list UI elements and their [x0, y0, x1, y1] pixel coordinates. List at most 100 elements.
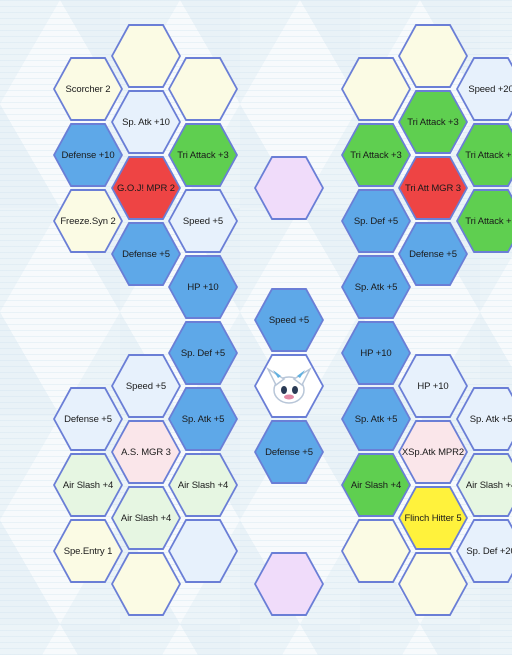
node-hp-10[interactable]: HP +10 — [168, 255, 238, 319]
node-label: Sp. Atk +5 — [469, 413, 512, 425]
node-speed-5[interactable]: Speed +5 — [111, 354, 181, 418]
node-label: Scorcher 2 — [65, 83, 111, 95]
node-defense-5[interactable]: Defense +5 — [53, 387, 123, 451]
node-air-slash-4[interactable]: Air Slash +4 — [341, 453, 411, 517]
empty-node[interactable] — [111, 552, 181, 616]
node-label: HP +10 — [360, 347, 392, 359]
node-face: Tri Attack +3 — [458, 125, 512, 185]
empty-node[interactable] — [341, 57, 411, 121]
node-face: Defense +5 — [113, 224, 179, 284]
node-label: Sp. Atk +5 — [354, 281, 398, 293]
empty-node[interactable] — [111, 24, 181, 88]
node-tri-attack-3[interactable]: Tri Attack +3 — [398, 90, 468, 154]
node-tri-attack-3[interactable]: Tri Attack +3 — [456, 123, 512, 187]
node-label: Speed +5 — [268, 314, 310, 326]
node-sp-atk-5[interactable]: Sp. Atk +5 — [341, 255, 411, 319]
node-scorcher-2[interactable]: Scorcher 2 — [53, 57, 123, 121]
empty-node[interactable] — [168, 519, 238, 583]
node-face — [400, 554, 466, 614]
node-tri-attack-3[interactable]: Tri Attack +3 — [456, 189, 512, 253]
empty-node[interactable] — [341, 519, 411, 583]
node-air-slash-4[interactable]: Air Slash +4 — [111, 486, 181, 550]
node-label: Sp. Def +20 — [466, 545, 512, 557]
node-label: G.O.J! MPR 2 — [117, 182, 175, 194]
node-sp-def-5[interactable]: Sp. Def +5 — [168, 321, 238, 385]
node-face: Tri Att MGR 3 — [400, 158, 466, 218]
node-label: Sp. Atk +5 — [354, 413, 398, 425]
node-defense-5[interactable]: Defense +5 — [111, 222, 181, 286]
node-label: Flinch Hitter 5 — [404, 512, 462, 524]
node-face — [170, 521, 236, 581]
node-face: A.S. MGR 3 — [113, 422, 179, 482]
node-face: Tri Attack +3 — [170, 125, 236, 185]
node-sp-atk-5[interactable]: Sp. Atk +5 — [456, 387, 512, 451]
node-face: G.O.J! MPR 2 — [113, 158, 179, 218]
node-defense-5[interactable]: Defense +5 — [398, 222, 468, 286]
node-label: Defense +5 — [409, 248, 457, 260]
node-face: Speed +5 — [113, 356, 179, 416]
node-speed-5[interactable]: Speed +5 — [168, 189, 238, 253]
node-spe-entry-1[interactable]: Spe.Entry 1 — [53, 519, 123, 583]
node-face: Sp. Atk +5 — [343, 257, 409, 317]
node-face — [400, 26, 466, 86]
node-face: Air Slash +4 — [113, 488, 179, 548]
node-air-slash-4[interactable]: Air Slash +4 — [53, 453, 123, 517]
node-face — [343, 59, 409, 119]
node-face: Air Slash +4 — [458, 455, 512, 515]
node-label: Sp. Atk +10 — [122, 116, 170, 128]
empty-node[interactable] — [254, 552, 324, 616]
node-face: Scorcher 2 — [55, 59, 121, 119]
node-face — [256, 158, 322, 218]
node-label: Air Slash +4 — [62, 479, 114, 491]
node-face: Flinch Hitter 5 — [400, 488, 466, 548]
node-air-slash-4[interactable]: Air Slash +4 — [456, 453, 512, 517]
node-speed-5[interactable]: Speed +5 — [254, 288, 324, 352]
node-face — [113, 26, 179, 86]
empty-node[interactable] — [398, 24, 468, 88]
node-face — [256, 356, 322, 416]
node-sp-atk-10[interactable]: Sp. Atk +10 — [111, 90, 181, 154]
node-flinch-hitter-5[interactable]: Flinch Hitter 5 — [398, 486, 468, 550]
pokemon-avatar-icon — [264, 363, 314, 409]
node-sp-atk-5[interactable]: Sp. Atk +5 — [168, 387, 238, 451]
node-label: Defense +5 — [122, 248, 170, 260]
node-label: Tri Attack +3 — [465, 215, 512, 227]
node-label: Freeze.Syn 2 — [60, 215, 116, 227]
node-face: Freeze.Syn 2 — [55, 191, 121, 251]
node-face: Tri Attack +3 — [458, 191, 512, 251]
node-freeze-syn-2[interactable]: Freeze.Syn 2 — [53, 189, 123, 253]
node-xsp-atk-mpr2[interactable]: XSp.Atk MPR2 — [398, 420, 468, 484]
node-face: Air Slash +4 — [55, 455, 121, 515]
node-tri-att-mgr-3[interactable]: Tri Att MGR 3 — [398, 156, 468, 220]
node-hp-10[interactable]: HP +10 — [341, 321, 411, 385]
empty-node[interactable] — [168, 57, 238, 121]
node-tri-attack-3[interactable]: Tri Attack +3 — [168, 123, 238, 187]
node-air-slash-4[interactable]: Air Slash +4 — [168, 453, 238, 517]
node-label: A.S. MGR 3 — [121, 446, 171, 458]
node-sp-def-20[interactable]: Sp. Def +20 — [456, 519, 512, 583]
node-label: HP +10 — [417, 380, 449, 392]
node-label: Defense +10 — [61, 149, 115, 161]
node-face: Sp. Atk +5 — [343, 389, 409, 449]
node-label: Sp. Def +5 — [353, 215, 399, 227]
node-defense-10[interactable]: Defense +10 — [53, 123, 123, 187]
node-label: Spe.Entry 1 — [63, 545, 113, 557]
empty-node[interactable] — [254, 156, 324, 220]
node-sp-atk-5[interactable]: Sp. Atk +5 — [341, 387, 411, 451]
node-defense-5[interactable]: Defense +5 — [254, 420, 324, 484]
node-sp-def-5[interactable]: Sp. Def +5 — [341, 189, 411, 253]
node-face — [343, 521, 409, 581]
center-node[interactable] — [254, 354, 324, 418]
node-face — [170, 59, 236, 119]
node-label: Tri Attack +3 — [350, 149, 402, 161]
node-a-s-mgr-3[interactable]: A.S. MGR 3 — [111, 420, 181, 484]
empty-node[interactable] — [398, 552, 468, 616]
node-face: Spe.Entry 1 — [55, 521, 121, 581]
node-face: Defense +5 — [55, 389, 121, 449]
node-speed-20[interactable]: Speed +20 — [456, 57, 512, 121]
node-hp-10[interactable]: HP +10 — [398, 354, 468, 418]
node-g-o-j-mpr-2[interactable]: G.O.J! MPR 2 — [111, 156, 181, 220]
node-tri-attack-3[interactable]: Tri Attack +3 — [341, 123, 411, 187]
node-label: Defense +5 — [64, 413, 112, 425]
node-face: Air Slash +4 — [170, 455, 236, 515]
